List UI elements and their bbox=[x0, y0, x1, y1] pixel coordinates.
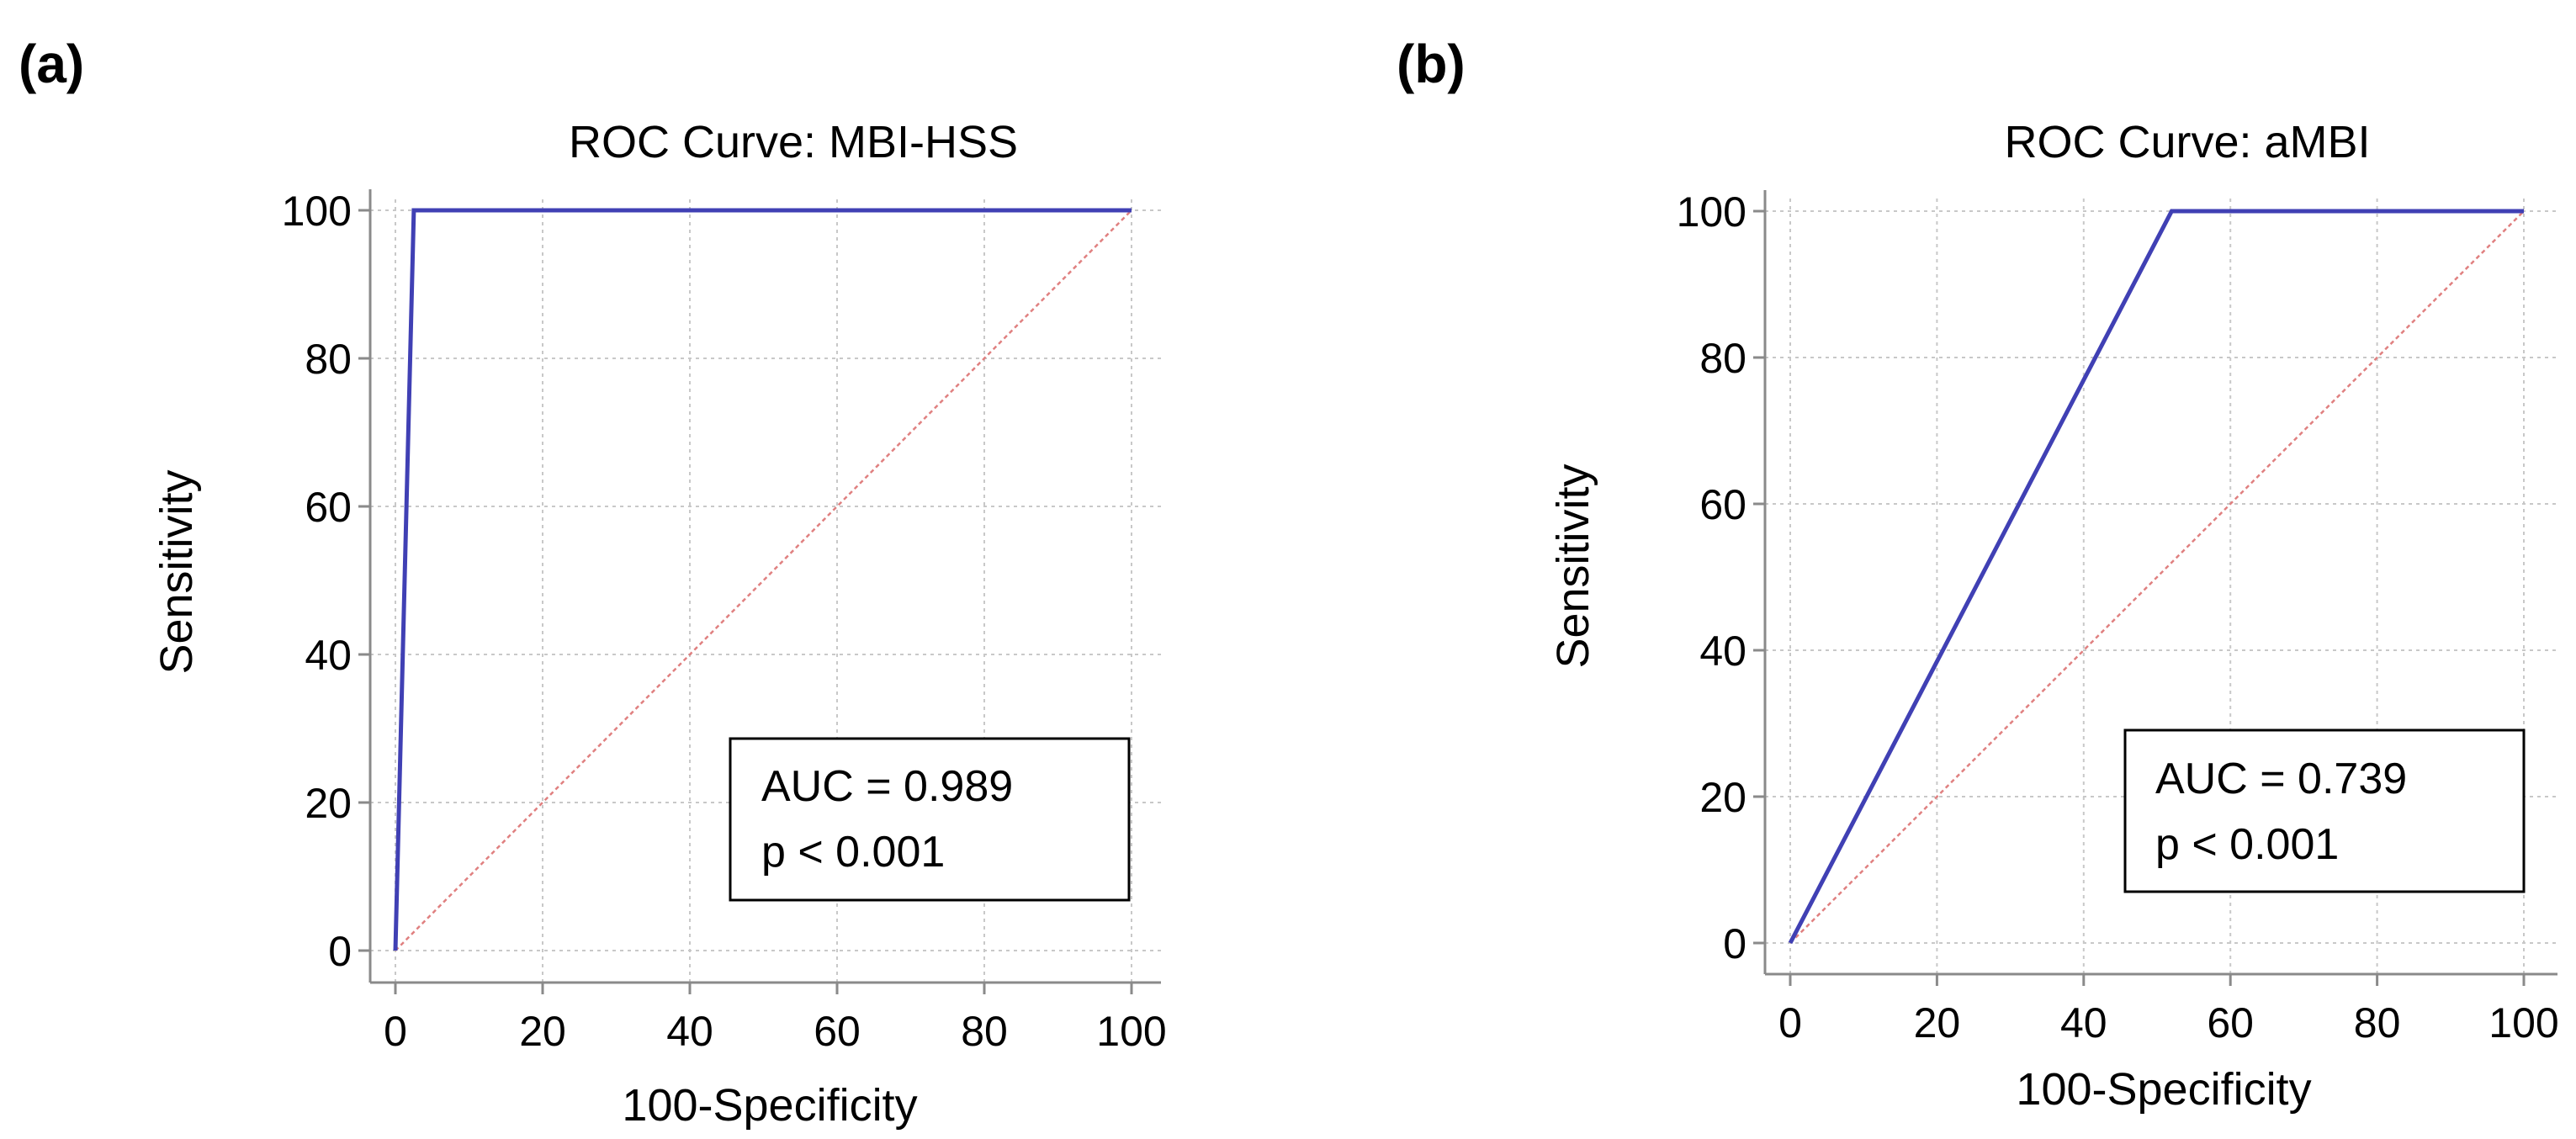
panel-a-y-tick-label: 60 bbox=[305, 484, 352, 531]
panel-a-x-tick-label: 100 bbox=[1096, 1008, 1166, 1055]
panel-a-roc-curve bbox=[393, 208, 1132, 951]
panel-a-y-tick-label: 80 bbox=[305, 336, 352, 383]
panel-a-x-tick-label: 0 bbox=[384, 1008, 407, 1055]
panel-b-annotation: AUC = 0.739 p < 0.001 bbox=[2123, 728, 2526, 893]
panel-a-ticks: 0 20 40 60 80 100 0 20 40 60 80 100 bbox=[282, 188, 1167, 1055]
panel-b-y-tick-label: 100 bbox=[1677, 188, 1746, 236]
panel-b-axes bbox=[1763, 190, 2557, 976]
panel-a-x-tick-label: 40 bbox=[666, 1008, 713, 1055]
panel-a-series bbox=[393, 208, 1132, 951]
panel-b-y-tick-label: 60 bbox=[1699, 481, 1746, 528]
panel-b-x-tick-label: 20 bbox=[1914, 999, 1961, 1046]
panel-b-x-axis-label: 100-Specificity bbox=[2016, 1064, 2311, 1115]
panel-a-y-tick-label: 0 bbox=[328, 928, 352, 975]
panel-a-label: (a) bbox=[19, 34, 84, 94]
panel-a: (a) ROC Curve: MBI-HSS 0 20 40 60 80 100 0 20 40… bbox=[19, 34, 1167, 1131]
panel-b-x-tick-label: 100 bbox=[2489, 999, 2558, 1046]
panel-a-title: ROC Curve: MBI-HSS bbox=[569, 117, 1018, 167]
panel-a-p-text: p < 0.001 bbox=[761, 828, 945, 877]
panel-b-title: ROC Curve: aMBI bbox=[2004, 117, 2370, 167]
panel-b-y-tick-label: 20 bbox=[1699, 774, 1746, 821]
panel-a-annotation: AUC = 0.989 p < 0.001 bbox=[729, 737, 1131, 902]
panel-b-reference-line bbox=[1789, 210, 2525, 944]
panel-a-auc-text: AUC = 0.989 bbox=[761, 762, 1013, 811]
panel-b-x-tick-label: 60 bbox=[2207, 999, 2254, 1046]
panel-b-ticks: 0 20 40 60 80 100 0 20 40 60 80 100 bbox=[1677, 188, 2559, 1046]
panel-b-auc-text: AUC = 0.739 bbox=[2155, 755, 2407, 803]
panel-a-x-tick-label: 80 bbox=[961, 1008, 1008, 1055]
panel-b-y-tick-label: 40 bbox=[1699, 628, 1746, 675]
panel-a-x-tick-label: 60 bbox=[814, 1008, 861, 1055]
panel-b: (b) ROC Curve: aMBI 0 20 40 60 80 100 0 20 40 60 8… bbox=[1397, 34, 2559, 1115]
panel-b-x-tick-label: 0 bbox=[1778, 999, 1802, 1046]
panel-b-y-axis-label: Sensitivity bbox=[1548, 464, 1598, 668]
panel-a-axes bbox=[368, 189, 1161, 984]
panel-b-x-tick-label: 40 bbox=[2060, 999, 2107, 1046]
panel-b-series bbox=[1788, 209, 2525, 945]
panel-a-y-tick-label: 100 bbox=[282, 188, 352, 235]
panel-a-x-axis-label: 100-Specificity bbox=[622, 1080, 917, 1131]
panel-b-label: (b) bbox=[1397, 34, 1466, 94]
panel-a-y-tick-label: 20 bbox=[305, 780, 352, 827]
panel-b-roc-curve bbox=[1788, 209, 2524, 945]
panel-a-x-tick-label: 20 bbox=[519, 1008, 566, 1055]
panel-a-y-axis-label: Sensitivity bbox=[151, 469, 202, 674]
panel-a-annotation-box bbox=[729, 737, 1131, 902]
panel-b-y-tick-label: 80 bbox=[1699, 335, 1746, 382]
panel-b-annotation-box bbox=[2123, 728, 2526, 893]
panel-b-p-text: p < 0.001 bbox=[2155, 820, 2339, 869]
panel-b-y-tick-label: 0 bbox=[1723, 920, 1746, 967]
panel-a-y-tick-label: 40 bbox=[305, 632, 352, 679]
panel-b-x-tick-label: 80 bbox=[2354, 999, 2401, 1046]
